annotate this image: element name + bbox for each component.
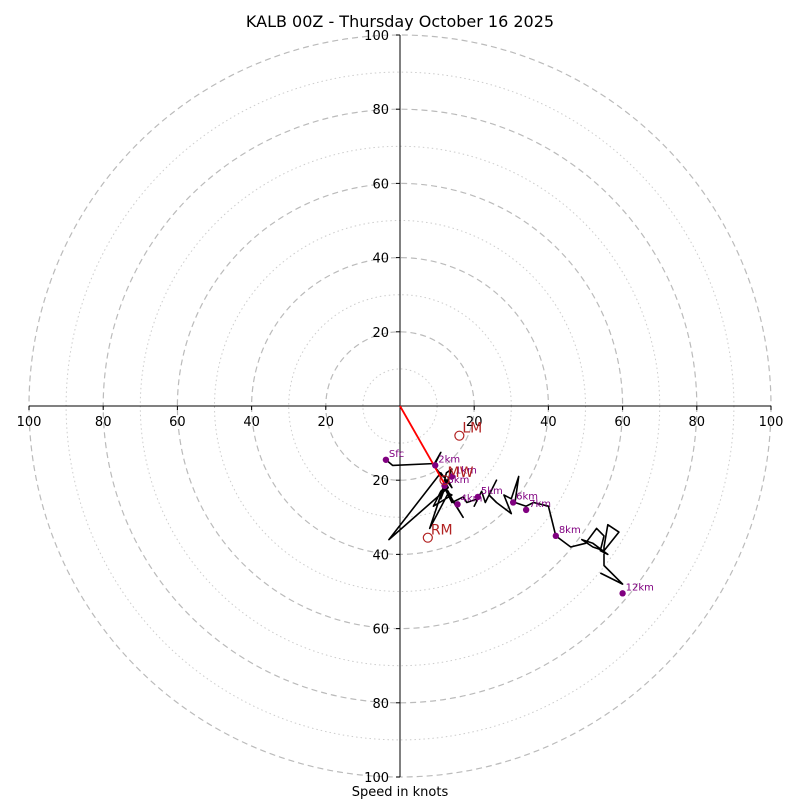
y-tick-label: 20 — [372, 474, 389, 489]
motion-marker-label: RM — [431, 523, 453, 539]
height-marker-dot — [522, 506, 530, 514]
storm-motion-markers: LM MW RM — [422, 421, 482, 543]
y-tick-label: 80 — [372, 697, 389, 712]
height-marker-label: 2km — [438, 454, 460, 465]
x-tick-labels: 100 80 60 40 20 20 40 60 80 100 — [17, 406, 784, 430]
motion-marker-label: MW — [448, 465, 474, 481]
height-marker-dot — [448, 473, 456, 480]
height-marker-dot — [382, 456, 390, 463]
y-tick-label: 100 — [364, 29, 389, 44]
height-marker-dot — [454, 501, 461, 508]
x-tick-label: 40 — [540, 415, 557, 430]
height-marker-dot — [474, 493, 482, 501]
x-tick-label: 80 — [95, 415, 112, 430]
x-tick-label: 80 — [689, 415, 706, 430]
motion-marker-label: LM — [462, 421, 482, 437]
height-marker-label: 8km — [559, 525, 581, 536]
x-tick-label: 100 — [759, 415, 784, 430]
x-tick-label: 60 — [169, 415, 186, 430]
shear-vector — [399, 405, 446, 485]
height-marker-label: 4km — [461, 493, 483, 504]
shear-vector-line — [399, 405, 446, 485]
x-tick-label: 100 — [17, 415, 42, 430]
height-marker-label: 5km — [481, 486, 503, 497]
wind-trace — [385, 451, 624, 585]
x-axis-label: Speed in knots — [352, 785, 449, 800]
y-tick-label: 100 — [364, 771, 389, 786]
height-marker-dot — [432, 462, 439, 469]
x-tick-label: 40 — [243, 415, 260, 430]
chart-title: KALB 00Z - Thursday October 16 2025 — [246, 12, 554, 31]
height-marker-dot — [509, 499, 517, 506]
motion-marker-circle — [454, 430, 465, 441]
motion-marker-circle — [439, 475, 450, 486]
y-tick-label: 20 — [372, 326, 389, 341]
y-tick-label: 60 — [372, 177, 389, 192]
y-tick-label: 60 — [372, 623, 389, 638]
y-tick-labels: 20 40 60 80 100 20 40 60 80 100 — [364, 29, 400, 786]
x-tick-label: 60 — [614, 415, 631, 430]
height-marker-label: 1km — [455, 465, 477, 476]
y-tick-label: 40 — [372, 548, 389, 563]
height-marker-label: Sfc — [389, 449, 404, 460]
y-tick-label: 40 — [372, 252, 389, 267]
wind-trace-line — [385, 451, 624, 585]
y-tick-label: 80 — [372, 103, 389, 118]
height-marker-dot — [619, 590, 626, 597]
height-marker-label: 3km — [448, 475, 470, 486]
height-marker-label: 6km — [516, 491, 538, 502]
x-tick-label: 20 — [466, 415, 483, 430]
height-marker-label: 7km — [529, 499, 551, 510]
height-marker-dot — [552, 532, 560, 540]
motion-marker-circle — [422, 532, 433, 543]
height-marker-label: 12km — [626, 582, 654, 593]
x-tick-label: 20 — [318, 415, 335, 430]
